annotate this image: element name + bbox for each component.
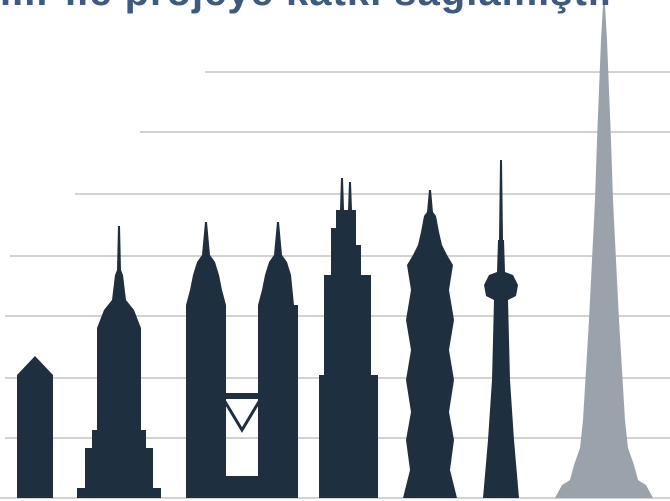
- headline-text: ...r ile projeye katkı sağlamıştır: [0, 0, 670, 20]
- petronas-tower-silhouette: [258, 222, 298, 498]
- burj-khalifa-silhouette: [555, 5, 653, 498]
- willis-tower-silhouette: [319, 178, 378, 498]
- petronas-skybridge: [224, 393, 260, 399]
- taipei-101-silhouette: [403, 190, 457, 498]
- petronas-tower-silhouette: [186, 222, 226, 498]
- petronas-skybridge-legs: [222, 399, 262, 433]
- low-tower-silhouette: [17, 356, 53, 498]
- petronas-base-link: [224, 476, 260, 498]
- cn-tower-silhouette: [483, 160, 519, 498]
- empire-state-silhouette: [77, 226, 161, 498]
